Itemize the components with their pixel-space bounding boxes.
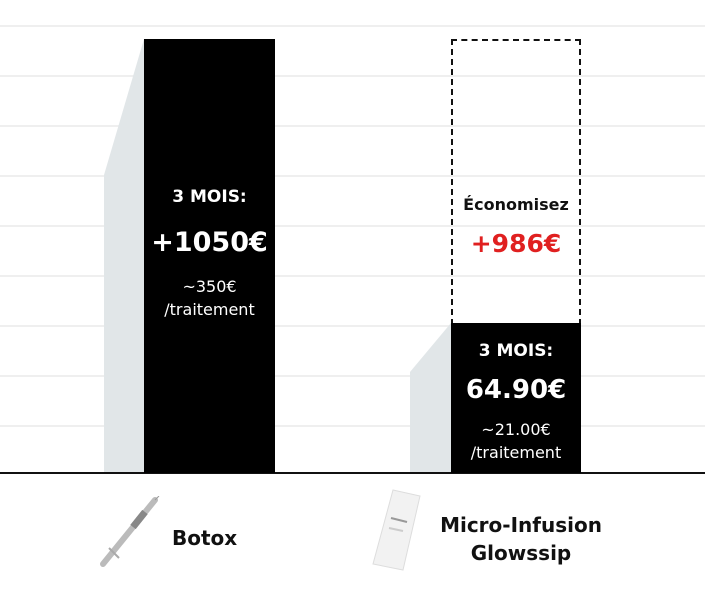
savings-label: Économisez <box>463 195 569 214</box>
x-axis-baseline <box>0 472 705 474</box>
product-box-icon <box>372 489 421 571</box>
botox-per-treatment: ~350€/traitement <box>164 277 255 319</box>
glowssip-total: 64.90€ <box>465 375 567 405</box>
botox-period: 3 MOIS: <box>172 187 247 207</box>
botox-shadow <box>104 39 144 473</box>
glowssip-bar: 3 MOIS: 64.90€ ~21.00€/traitement <box>451 323 581 473</box>
syringe-icon <box>100 496 160 567</box>
botox-label: Botox <box>172 526 238 550</box>
savings-value: +986€ <box>470 229 562 258</box>
botox-bar: 3 MOIS: +1050€ ~350€/traitement <box>144 39 275 473</box>
glowssip-per-treatment: ~21.00€/traitement <box>470 420 562 462</box>
glowssip-label: Micro-Infusion Glowssip <box>440 513 602 565</box>
botox-total: +1050€ <box>151 227 268 258</box>
glowssip-shadow <box>410 323 451 473</box>
glowssip-period: 3 MOIS: <box>478 341 554 361</box>
savings-box: Économisez +986€ <box>451 39 581 325</box>
